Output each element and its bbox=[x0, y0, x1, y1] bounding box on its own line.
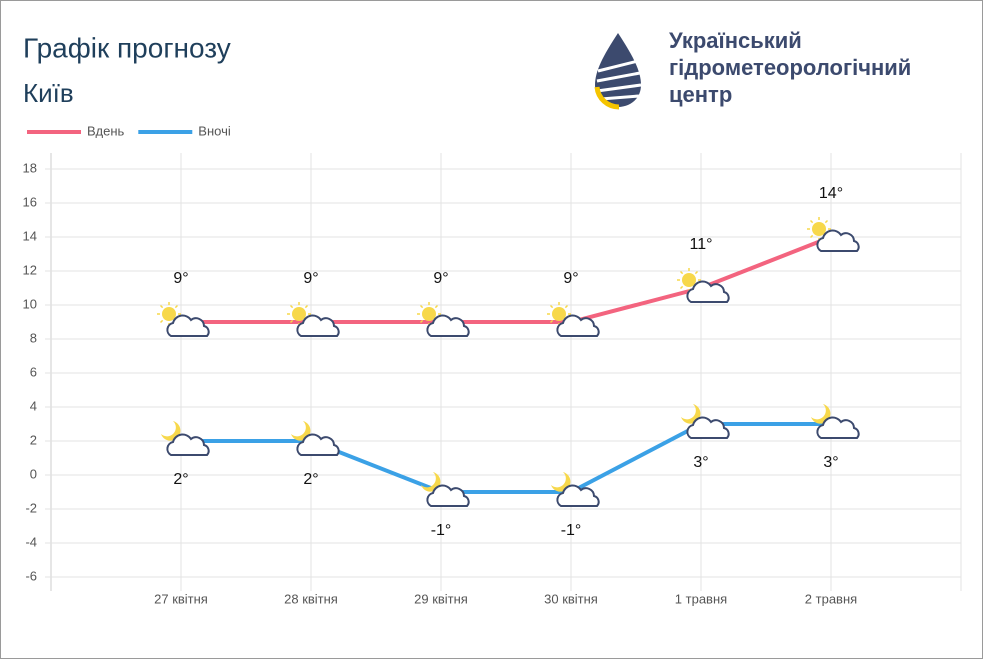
weather-sun-ray bbox=[174, 304, 179, 309]
value-label: -1° bbox=[431, 522, 452, 539]
value-label: 9° bbox=[173, 270, 188, 287]
weather-icon bbox=[291, 421, 340, 456]
weather-cloud bbox=[556, 314, 600, 337]
weather-sun-ray bbox=[289, 304, 294, 309]
weather-sun bbox=[812, 222, 826, 236]
legend-label: Вдень bbox=[87, 123, 125, 138]
y-tick-label: 18 bbox=[23, 160, 37, 175]
chart-title: Графік прогнозу bbox=[23, 32, 231, 63]
weather-sun-ray bbox=[564, 304, 569, 309]
weather-icon bbox=[287, 302, 340, 337]
weather-sun bbox=[422, 307, 436, 321]
chart-subtitle: Київ bbox=[23, 78, 74, 108]
weather-sun-ray bbox=[434, 304, 439, 309]
weather-sun-ray bbox=[679, 270, 684, 275]
value-label: 2° bbox=[303, 471, 318, 488]
logo-icon bbox=[594, 33, 642, 110]
weather-moon bbox=[681, 404, 701, 424]
weather-sun bbox=[552, 307, 566, 321]
weather-sun-ray bbox=[549, 304, 554, 309]
weather-icon bbox=[681, 404, 730, 439]
weather-cloud bbox=[816, 416, 860, 439]
y-tick-label: 4 bbox=[30, 398, 37, 413]
weather-icon bbox=[811, 404, 860, 439]
value-label: 9° bbox=[303, 270, 318, 287]
weather-sun-ray bbox=[159, 304, 164, 309]
value-label: 14° bbox=[819, 185, 843, 202]
x-tick-label: 28 квітня bbox=[284, 591, 338, 606]
weather-sun bbox=[162, 307, 176, 321]
weather-sun-ray bbox=[824, 219, 829, 224]
value-label: 3° bbox=[693, 454, 708, 471]
x-tick-label: 1 травня bbox=[675, 591, 727, 606]
weather-icon bbox=[677, 268, 730, 303]
y-tick-label: -6 bbox=[25, 568, 37, 583]
weather-cloud bbox=[686, 416, 730, 439]
weather-icon bbox=[161, 421, 210, 456]
legend-label: Вночі bbox=[198, 123, 231, 138]
y-tick-label: 0 bbox=[30, 466, 37, 481]
weather-icon bbox=[421, 472, 470, 507]
weather-sun-ray bbox=[679, 285, 684, 290]
y-tick-label: 12 bbox=[23, 262, 37, 277]
logo-text: Український bbox=[669, 28, 802, 53]
weather-moon bbox=[161, 421, 181, 441]
weather-cloud bbox=[166, 314, 210, 337]
weather-icon bbox=[417, 302, 470, 337]
weather-sun bbox=[682, 273, 696, 287]
y-tick-label: 10 bbox=[23, 296, 37, 311]
value-label: 9° bbox=[563, 270, 578, 287]
weather-sun-ray bbox=[809, 219, 814, 224]
logo-text: гідрометеорологічний bbox=[669, 55, 911, 80]
series-line bbox=[181, 235, 832, 324]
weather-cloud bbox=[296, 314, 340, 337]
y-tick-label: 6 bbox=[30, 364, 37, 379]
weather-cloud bbox=[426, 314, 470, 337]
x-tick-label: 27 квітня bbox=[154, 591, 208, 606]
weather-cloud bbox=[296, 433, 340, 456]
weather-cloud bbox=[556, 484, 600, 507]
weather-sun-ray bbox=[419, 304, 424, 309]
weather-icon bbox=[807, 217, 860, 252]
weather-cloud bbox=[426, 484, 470, 507]
weather-moon bbox=[811, 404, 831, 424]
y-tick-label: -2 bbox=[25, 500, 37, 515]
weather-icon bbox=[157, 302, 210, 337]
series-line bbox=[181, 422, 831, 494]
value-label: 3° bbox=[823, 454, 838, 471]
weather-sun bbox=[292, 307, 306, 321]
y-tick-label: -4 bbox=[25, 534, 37, 549]
weather-sun-ray bbox=[694, 270, 699, 275]
weather-moon bbox=[421, 472, 441, 492]
x-tick-label: 29 квітня bbox=[414, 591, 468, 606]
value-label: 11° bbox=[689, 236, 712, 253]
y-tick-label: 14 bbox=[23, 228, 37, 243]
x-tick-label: 2 травня bbox=[805, 591, 857, 606]
weather-cloud bbox=[166, 433, 210, 456]
weather-moon bbox=[291, 421, 311, 441]
weather-cloud bbox=[816, 229, 860, 252]
weather-sun-ray bbox=[809, 234, 814, 239]
weather-icon bbox=[547, 302, 600, 337]
value-label: 9° bbox=[433, 270, 448, 287]
logo-text: центр bbox=[669, 82, 732, 107]
weather-sun-ray bbox=[159, 319, 164, 324]
weather-sun-ray bbox=[419, 319, 424, 324]
weather-sun-ray bbox=[304, 304, 309, 309]
y-tick-label: 8 bbox=[30, 330, 37, 345]
x-tick-label: 30 квітня bbox=[544, 591, 598, 606]
value-label: -1° bbox=[561, 522, 582, 539]
value-label: 2° bbox=[173, 471, 188, 488]
y-tick-label: 2 bbox=[30, 432, 37, 447]
weather-cloud bbox=[686, 280, 730, 303]
y-tick-label: 16 bbox=[23, 194, 37, 209]
weather-sun-ray bbox=[549, 319, 554, 324]
weather-moon bbox=[551, 472, 571, 492]
weather-sun-ray bbox=[289, 319, 294, 324]
weather-icon bbox=[551, 472, 600, 507]
